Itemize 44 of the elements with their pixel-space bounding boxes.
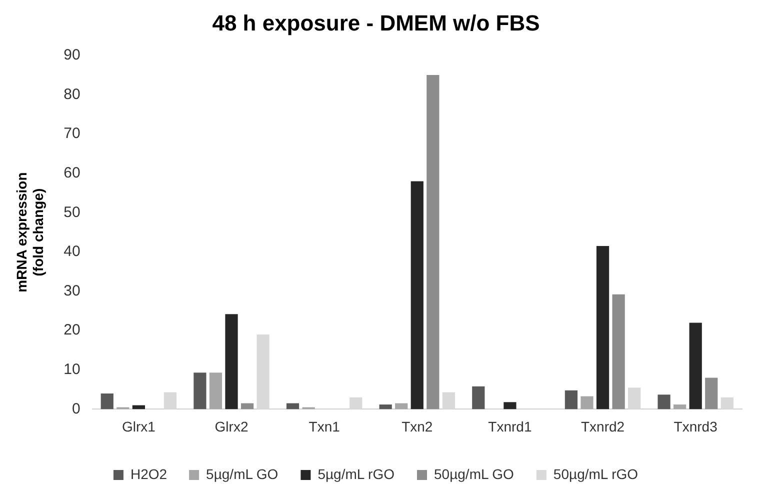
bar <box>658 394 670 410</box>
bar <box>410 181 424 410</box>
x-tick-label: Txnrd3 <box>674 418 718 434</box>
bar <box>209 372 222 410</box>
x-tick-label: Txn1 <box>308 418 340 434</box>
y-tick-label: 50 <box>64 204 80 221</box>
x-tick-label: Txnrd2 <box>580 418 625 434</box>
legend-label: 5µg/mL rGO <box>318 466 395 482</box>
y-tick-label: 40 <box>64 243 80 260</box>
bar <box>504 402 516 410</box>
y-tick-label: 60 <box>64 164 80 182</box>
bar <box>580 396 594 410</box>
y-tick-label: 80 <box>64 86 80 103</box>
chart-title: 48 h exposure - DMEM w/o FBS <box>212 10 540 36</box>
bar <box>426 75 440 410</box>
bar <box>286 403 300 410</box>
legend-label: 50µg/mL GO <box>434 466 514 482</box>
x-tick-label: Glrx1 <box>122 418 156 434</box>
bar <box>689 322 702 410</box>
bar <box>472 386 485 410</box>
y-tick-label: 20 <box>64 322 80 339</box>
legend-label: 50µg/mL rGO <box>553 466 638 482</box>
legend-label: 5µg/mL GO <box>206 466 278 482</box>
bar <box>395 403 408 410</box>
bar <box>596 246 610 410</box>
bar <box>705 378 718 410</box>
bar <box>379 404 392 410</box>
bar <box>194 372 206 410</box>
bar <box>240 403 254 410</box>
x-tick-label: Txnrd1 <box>488 418 532 434</box>
legend-label: H2O2 <box>130 466 168 482</box>
bar <box>100 393 114 410</box>
y-tick-label: 90 <box>64 46 80 64</box>
y-tick-label: 0 <box>72 400 80 418</box>
x-tick-label: Txn2 <box>402 418 433 434</box>
bar <box>564 390 578 410</box>
x-tick-label: Glrx2 <box>214 418 248 434</box>
bar <box>225 314 238 410</box>
y-tick-label: 30 <box>64 282 80 300</box>
y-tick-label: 70 <box>64 125 80 142</box>
y-tick-label: 10 <box>64 361 80 378</box>
bar <box>612 294 625 410</box>
bar <box>674 404 686 410</box>
y-axis-title: mRNA expression (fold change) <box>13 172 46 292</box>
